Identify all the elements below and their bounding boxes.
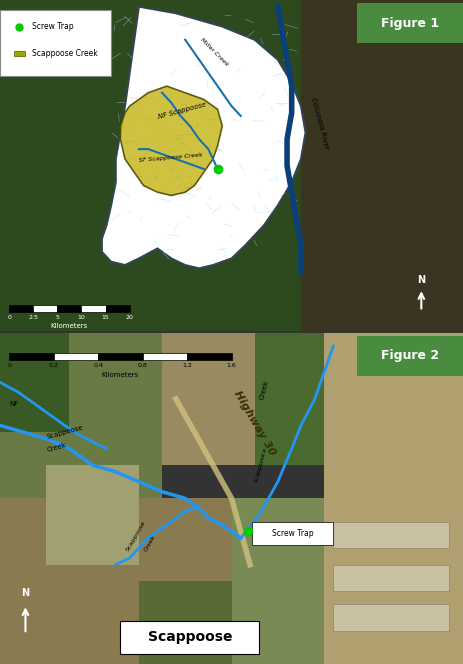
FancyBboxPatch shape [0, 10, 111, 76]
Text: NF Scappoose: NF Scappoose [157, 102, 207, 120]
Bar [187, 353, 232, 360]
FancyBboxPatch shape [252, 521, 333, 544]
Bar [9, 353, 54, 360]
Text: 20: 20 [125, 315, 134, 321]
Text: Highway 30: Highway 30 [232, 389, 277, 457]
Bar [106, 305, 130, 312]
Text: Scappoose: Scappoose [46, 424, 84, 440]
Text: 1.2: 1.2 [182, 363, 192, 368]
FancyBboxPatch shape [120, 621, 259, 654]
Text: NF: NF [9, 400, 19, 406]
FancyBboxPatch shape [357, 336, 463, 376]
Bar [0, 333, 69, 432]
Bar [333, 521, 449, 548]
Bar [333, 564, 449, 591]
Text: Figure 2: Figure 2 [381, 349, 439, 363]
Text: Scappoose e: Scappoose e [255, 448, 269, 483]
Text: Scappoose: Scappoose [148, 631, 232, 645]
Text: Screw Trap: Screw Trap [32, 22, 74, 31]
Text: Scappoose Creek: Scappoose Creek [32, 49, 98, 58]
Bar [14, 51, 25, 56]
Text: 10: 10 [78, 315, 85, 321]
Text: Screw Trap: Screw Trap [272, 529, 314, 538]
Bar [232, 498, 347, 664]
Text: Scappoose: Scappoose [125, 521, 146, 552]
Text: Kilometers: Kilometers [102, 373, 139, 378]
Bar [0, 498, 232, 664]
Text: 15: 15 [102, 315, 109, 321]
Text: Miller Creek: Miller Creek [199, 37, 229, 67]
Text: 0.4: 0.4 [93, 363, 103, 368]
Text: N: N [417, 275, 425, 285]
Text: Creek: Creek [144, 534, 157, 552]
Text: Creek: Creek [46, 442, 67, 453]
Text: 5: 5 [56, 315, 59, 321]
Text: Columbia River: Columbia River [310, 97, 330, 150]
Text: Kilometers: Kilometers [51, 323, 88, 329]
Polygon shape [102, 7, 306, 268]
Polygon shape [301, 0, 463, 331]
Text: 1.6: 1.6 [226, 363, 237, 368]
Text: Creek: Creek [259, 379, 270, 400]
Text: 2.5: 2.5 [28, 315, 38, 321]
Bar [143, 353, 187, 360]
Bar [54, 353, 98, 360]
Polygon shape [120, 86, 222, 195]
Text: Figure 1: Figure 1 [381, 17, 439, 30]
Text: 0: 0 [7, 315, 11, 321]
Bar [33, 305, 57, 312]
Bar [333, 604, 449, 631]
Text: SF Scappoose Creek: SF Scappoose Creek [139, 153, 203, 163]
Bar [324, 333, 463, 664]
Text: 0.8: 0.8 [138, 363, 148, 368]
Bar [98, 353, 143, 360]
Bar [162, 333, 278, 465]
FancyBboxPatch shape [357, 3, 463, 43]
Text: N: N [21, 588, 30, 598]
Bar [9, 305, 33, 312]
Bar [81, 305, 106, 312]
Text: 0: 0 [7, 363, 11, 368]
Bar [139, 581, 232, 664]
Bar [57, 305, 81, 312]
Text: 0.2: 0.2 [49, 363, 59, 368]
Bar [0, 333, 162, 498]
Bar [255, 333, 324, 465]
Bar [46, 465, 139, 564]
